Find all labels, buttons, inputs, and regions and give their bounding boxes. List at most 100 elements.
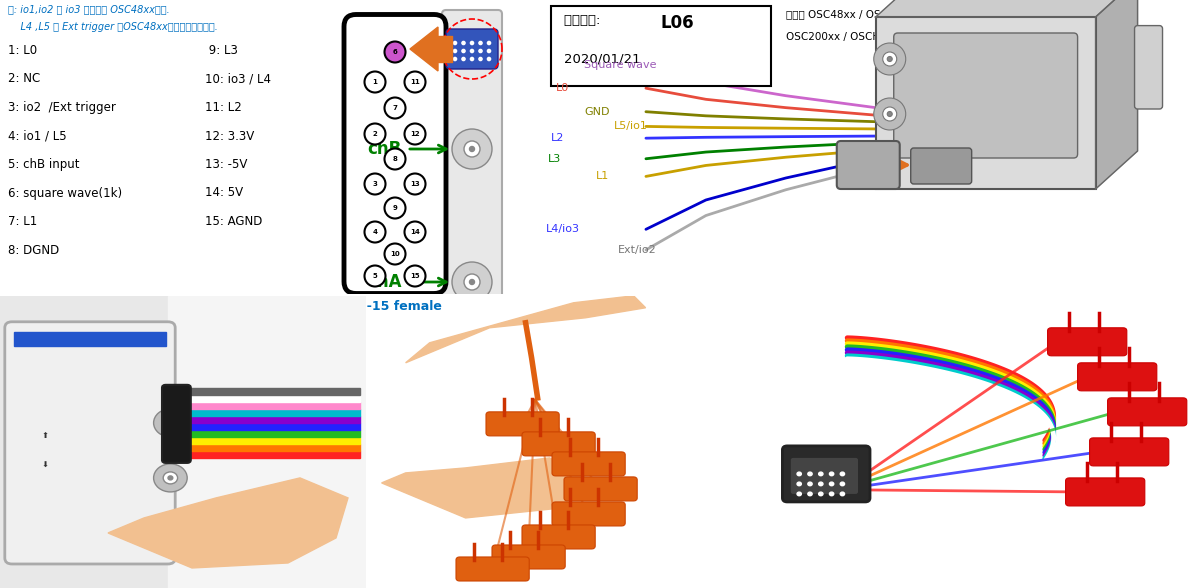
- Text: 14: 14: [410, 229, 420, 235]
- Circle shape: [470, 41, 474, 45]
- Text: L2: L2: [551, 133, 564, 143]
- Text: 1: 1: [372, 79, 378, 85]
- Circle shape: [365, 222, 385, 242]
- Circle shape: [479, 58, 482, 61]
- Circle shape: [887, 112, 893, 116]
- Text: 15: 15: [410, 273, 420, 279]
- Circle shape: [154, 464, 187, 492]
- Text: 1: L0: 1: L0: [8, 44, 37, 57]
- Circle shape: [479, 41, 482, 45]
- FancyBboxPatch shape: [551, 6, 770, 86]
- Circle shape: [154, 409, 187, 437]
- FancyBboxPatch shape: [486, 412, 559, 436]
- FancyBboxPatch shape: [5, 322, 175, 564]
- Circle shape: [365, 72, 385, 92]
- Text: 12: 12: [410, 131, 420, 137]
- FancyBboxPatch shape: [911, 148, 972, 184]
- Circle shape: [454, 49, 457, 52]
- Circle shape: [829, 472, 834, 476]
- Text: chA: chA: [367, 273, 402, 291]
- Text: GND: GND: [584, 106, 610, 117]
- Circle shape: [487, 41, 491, 45]
- Text: 13: -5V: 13: -5V: [205, 158, 247, 171]
- FancyBboxPatch shape: [446, 29, 498, 69]
- Text: 5: chB input: 5: chB input: [8, 158, 79, 171]
- Circle shape: [840, 482, 845, 486]
- Circle shape: [462, 41, 466, 45]
- FancyBboxPatch shape: [456, 557, 529, 581]
- FancyBboxPatch shape: [522, 432, 595, 456]
- Text: L3: L3: [548, 153, 562, 164]
- Polygon shape: [168, 296, 366, 588]
- FancyBboxPatch shape: [344, 15, 446, 293]
- Text: 8: 8: [392, 156, 397, 162]
- Circle shape: [168, 421, 173, 425]
- FancyBboxPatch shape: [1048, 328, 1127, 356]
- Polygon shape: [187, 423, 360, 430]
- Text: 10: 10: [390, 251, 400, 257]
- Text: 11: L2: 11: L2: [205, 101, 241, 114]
- Circle shape: [462, 58, 466, 61]
- Circle shape: [404, 123, 426, 145]
- Circle shape: [404, 266, 426, 286]
- Text: 9: L3: 9: L3: [205, 44, 238, 57]
- Circle shape: [469, 279, 474, 285]
- Polygon shape: [187, 402, 360, 409]
- Text: 3: 3: [372, 181, 378, 187]
- Circle shape: [808, 482, 812, 486]
- FancyBboxPatch shape: [1108, 398, 1187, 426]
- Text: chB: chB: [367, 140, 402, 158]
- Circle shape: [452, 262, 492, 302]
- Polygon shape: [187, 437, 360, 444]
- Circle shape: [829, 482, 834, 486]
- FancyBboxPatch shape: [1078, 363, 1157, 391]
- FancyBboxPatch shape: [1066, 478, 1145, 506]
- Circle shape: [487, 58, 491, 61]
- Polygon shape: [0, 296, 168, 588]
- Circle shape: [818, 492, 823, 496]
- Polygon shape: [187, 409, 360, 416]
- Text: OSC200xx / OSCH0x: OSC200xx / OSCH0x: [786, 32, 893, 42]
- FancyBboxPatch shape: [552, 452, 625, 476]
- Polygon shape: [108, 478, 348, 568]
- Text: L06: L06: [661, 14, 695, 32]
- Circle shape: [487, 49, 491, 52]
- FancyBboxPatch shape: [1134, 26, 1163, 109]
- Polygon shape: [187, 445, 360, 451]
- Text: 6: 6: [392, 49, 397, 55]
- Polygon shape: [187, 430, 360, 437]
- Circle shape: [464, 141, 480, 157]
- Text: L5/io1: L5/io1: [614, 121, 648, 132]
- Polygon shape: [876, 0, 1138, 17]
- Text: 10: io3 / L4: 10: io3 / L4: [205, 72, 271, 85]
- Text: 适用于 OSC48xx / OSC802 / OSCA0x: 适用于 OSC48xx / OSC802 / OSCA0x: [786, 9, 960, 19]
- FancyBboxPatch shape: [162, 385, 191, 463]
- Circle shape: [452, 129, 492, 169]
- Circle shape: [365, 173, 385, 195]
- Circle shape: [163, 417, 178, 429]
- Text: L1: L1: [596, 171, 610, 182]
- Circle shape: [808, 492, 812, 496]
- Circle shape: [454, 58, 457, 61]
- Circle shape: [808, 472, 812, 476]
- Text: Square wave: Square wave: [584, 59, 656, 70]
- FancyBboxPatch shape: [552, 502, 625, 526]
- Text: 3: io2  /Ext trigger: 3: io2 /Ext trigger: [8, 101, 116, 114]
- Polygon shape: [1096, 0, 1138, 189]
- Text: 7: 7: [392, 105, 397, 111]
- Text: L0: L0: [556, 83, 569, 93]
- FancyBboxPatch shape: [836, 141, 900, 189]
- Text: 14: 5V: 14: 5V: [205, 186, 244, 199]
- Circle shape: [163, 472, 178, 484]
- Polygon shape: [187, 388, 360, 395]
- Text: ⬇: ⬇: [42, 461, 49, 470]
- FancyBboxPatch shape: [791, 458, 858, 494]
- Text: 2020/01/21: 2020/01/21: [564, 52, 641, 65]
- Circle shape: [168, 476, 173, 480]
- Bar: [14, 332, 166, 346]
- Circle shape: [384, 198, 406, 219]
- Polygon shape: [187, 395, 360, 402]
- Circle shape: [874, 43, 906, 75]
- FancyBboxPatch shape: [522, 525, 595, 549]
- Circle shape: [797, 482, 802, 486]
